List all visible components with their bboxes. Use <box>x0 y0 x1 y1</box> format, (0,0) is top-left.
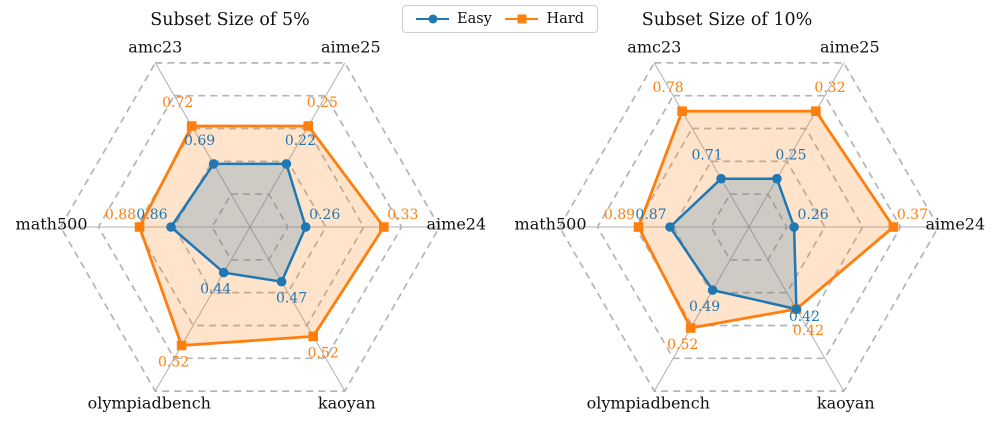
value-label-hard-aime24: 0.37 <box>897 207 928 223</box>
easy-marker-aime24 <box>300 222 311 232</box>
axis-spoke-olympiadbench <box>154 226 251 392</box>
value-label-hard-math500: 0.88 <box>105 207 136 223</box>
chart-title-10pct: Subset Size of 10% <box>641 10 813 30</box>
value-label-easy-amc23: 0.71 <box>692 148 723 164</box>
axis-label-aime25: aime25 <box>820 38 880 57</box>
hard-marker-math500 <box>134 222 145 232</box>
axis-spoke-kaoyan <box>249 226 346 392</box>
axis-label-olympiadbench: olympiadbench <box>88 394 211 413</box>
axis-label-math500: math500 <box>515 215 587 234</box>
easy-marker-amc23 <box>208 159 219 169</box>
chart-title-5pct: Subset Size of 5% <box>150 10 310 30</box>
easy-marker-math500 <box>166 222 176 232</box>
legend-label-hard: Hard <box>546 11 584 27</box>
value-label-easy-math500: 0.86 <box>136 207 167 223</box>
axis-label-aime24: aime24 <box>427 215 487 234</box>
hard-marker-kaoyan <box>308 331 318 342</box>
hard-fill <box>139 126 384 346</box>
radar-chart-10pct: 0.78 0.71 0.32 0.25 0.37 0.26 0.420.42 0.52 0.49… <box>515 38 986 413</box>
axis-label-aime25: aime25 <box>321 38 381 57</box>
hard-marker-amc23 <box>186 121 197 131</box>
easy-fill <box>670 178 797 310</box>
value-label-easy-aime24: 0.26 <box>309 207 340 223</box>
easy-fill <box>171 163 306 282</box>
value-label-easy-math500: 0.87 <box>635 207 666 223</box>
hard-marker-aime25 <box>303 121 314 131</box>
hard-marker-aime24 <box>379 222 389 232</box>
value-label-hard-aime24: 0.33 <box>387 207 418 223</box>
axis-spoke-olympiadbench <box>653 226 750 392</box>
value-label-easy-aime25: 0.22 <box>285 133 316 149</box>
easy-marker-kaoyan <box>276 276 287 287</box>
axis-spoke-amc23 <box>154 62 251 228</box>
legend: Easy Hard <box>402 5 598 33</box>
value-label-hard-math500: 0.89 <box>604 207 635 223</box>
value-label-easy-aime25: 0.25 <box>775 148 806 164</box>
hard-marker-aime24 <box>888 222 899 232</box>
radar-chart-5pct: 0.72 0.69 0.25 0.22 0.33 0.26 0.52 0.47 0.52 0.44… <box>16 38 487 413</box>
value-label-easy-kaoyan: 0.42 <box>789 309 820 325</box>
axis-label-kaoyan: kaoyan <box>318 394 376 413</box>
easy-marker-aime25 <box>281 159 292 169</box>
value-label-easy-olympiadbench: 0.49 <box>689 299 720 315</box>
easy-marker-olympiadbench <box>707 285 718 295</box>
easy-marker-kaoyan <box>791 304 802 314</box>
easy-line-circle-icon <box>416 14 449 25</box>
axis-label-math500: math500 <box>16 215 88 234</box>
value-label-easy-amc23: 0.69 <box>184 133 215 149</box>
value-label-hard-aime25: 0.25 <box>307 95 338 111</box>
value-label-hard-aime25: 0.32 <box>814 80 845 96</box>
axis-spoke-amc23 <box>653 62 750 228</box>
value-label-hard-amc23: 0.72 <box>162 95 193 111</box>
easy-marker-aime25 <box>772 173 782 184</box>
axis-label-olympiadbench: olympiadbench <box>587 394 710 413</box>
axis-spoke-aime25 <box>748 62 845 228</box>
hard-marker-math500 <box>633 222 644 232</box>
value-label-hard-amc23: 0.78 <box>653 80 684 96</box>
easy-marker-olympiadbench <box>218 267 229 278</box>
value-label-hard-kaoyan: 0.52 <box>308 345 339 361</box>
value-label-hard-olympiadbench: 0.52 <box>158 355 189 371</box>
easy-marker-aime24 <box>789 222 799 232</box>
legend-item-easy: Easy <box>416 11 492 27</box>
hard-marker-aime25 <box>811 106 821 116</box>
value-label-easy-aime24: 0.26 <box>798 207 829 223</box>
axis-label-kaoyan: kaoyan <box>817 394 875 413</box>
legend-item-hard: Hard <box>505 11 584 27</box>
value-label-hard-olympiadbench: 0.52 <box>667 337 698 353</box>
easy-marker-math500 <box>665 222 675 232</box>
legend-label-easy: Easy <box>457 11 492 27</box>
hard-line-square-icon <box>505 14 539 25</box>
axis-label-aime24: aime24 <box>926 215 986 234</box>
hard-marker-amc23 <box>677 106 687 116</box>
value-label-easy-kaoyan: 0.47 <box>276 291 307 307</box>
axis-label-amc23: amc23 <box>128 38 182 57</box>
hard-marker-olympiadbench <box>176 340 187 351</box>
value-label-easy-olympiadbench: 0.44 <box>200 282 231 298</box>
value-label-hard-kaoyan: 0.42 <box>793 323 824 339</box>
hard-marker-olympiadbench <box>685 323 696 333</box>
axis-label-amc23: amc23 <box>627 38 681 57</box>
easy-marker-amc23 <box>716 173 726 184</box>
axis-spoke-aime25 <box>249 62 346 228</box>
